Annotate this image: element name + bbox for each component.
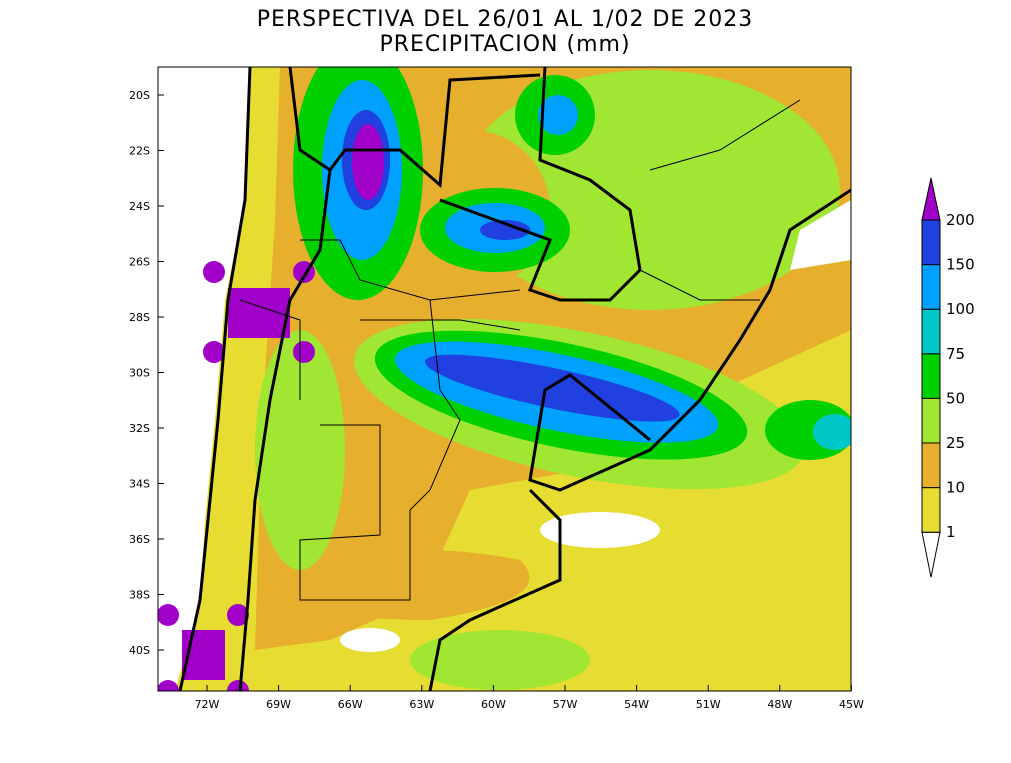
colorbar-box <box>921 487 941 533</box>
colorbar-low <box>921 531 941 578</box>
colorbar-label: 200 <box>946 211 975 229</box>
lon-label: 54W <box>624 698 649 711</box>
lat-label: 26S <box>129 256 150 269</box>
lon-label: 66W <box>338 698 363 711</box>
colorbar-label: 150 <box>946 256 975 274</box>
lat-label: 30S <box>129 367 150 380</box>
colorbar-box <box>921 264 941 310</box>
colorbar-box <box>921 308 941 355</box>
colorbar-label: 50 <box>946 389 965 407</box>
lat-label: 22S <box>129 145 150 158</box>
lat-label: 38S <box>129 589 150 602</box>
lon-label: 48W <box>767 698 792 711</box>
title: PERSPECTIVA DEL 26/01 AL 1/02 DE 2023 <box>257 7 754 32</box>
colorbar-box <box>921 219 941 266</box>
colorbar-box <box>921 442 941 489</box>
map-frame <box>157 66 852 692</box>
colorbar-label: 100 <box>946 300 975 318</box>
lon-label: 60W <box>481 698 506 711</box>
subtitle: PRECIPITACION (mm) <box>379 32 630 57</box>
lat-label: 34S <box>129 478 150 491</box>
colorbar-label: 25 <box>946 434 965 452</box>
lat-label: 32S <box>129 422 150 435</box>
lon-label: 72W <box>195 698 220 711</box>
lat-label: 28S <box>129 311 150 324</box>
lat-label: 20S <box>129 89 150 102</box>
colorbar-label: 1 <box>946 523 956 541</box>
lon-label: 63W <box>409 698 434 711</box>
colorbar-box <box>921 397 941 444</box>
colorbar-box <box>921 353 941 399</box>
lon-label: 51W <box>696 698 721 711</box>
map-field <box>158 67 851 691</box>
lat-label: 24S <box>129 200 150 213</box>
colorbar-high <box>921 177 941 221</box>
lat-label: 36S <box>129 533 150 546</box>
colorbar-label: 75 <box>946 345 965 363</box>
lat-label: 40S <box>129 644 150 657</box>
colorbar-label: 10 <box>946 479 965 497</box>
lon-label: 45W <box>839 698 864 711</box>
lon-label: 57W <box>553 698 578 711</box>
lon-label: 69W <box>266 698 291 711</box>
